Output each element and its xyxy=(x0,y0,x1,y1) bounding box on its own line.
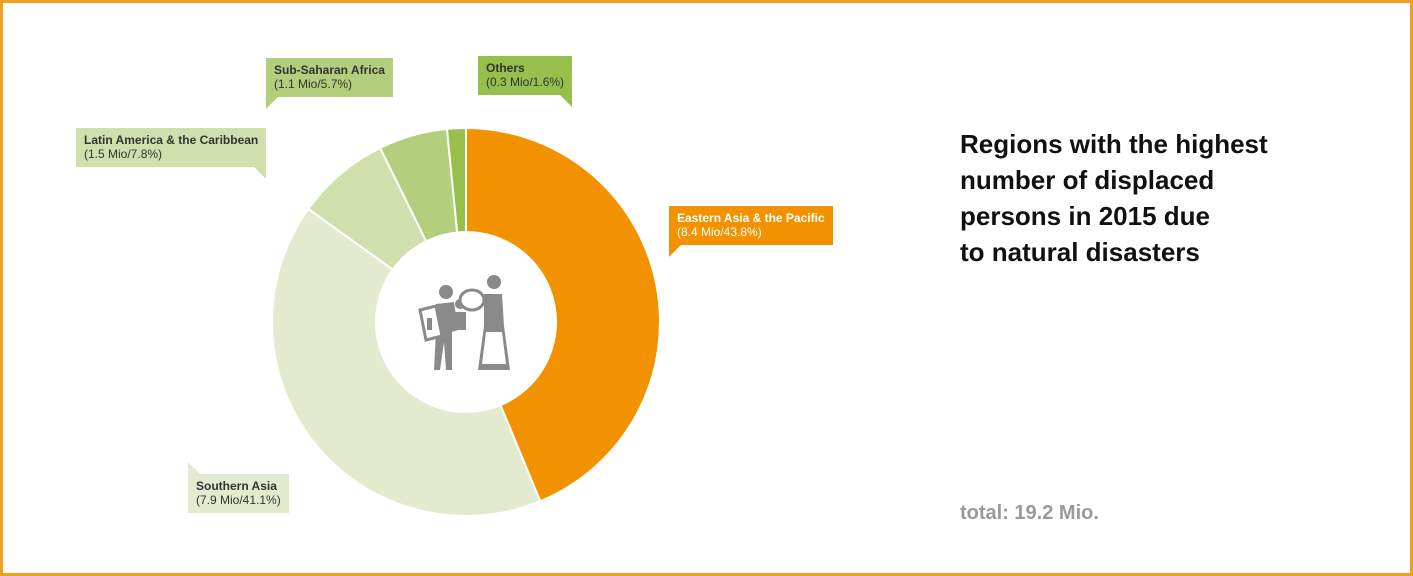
slice-value-label: (0.3 Mio/1.6%) xyxy=(486,75,565,89)
slice-label: Southern Asia xyxy=(196,479,277,493)
displaced-persons-icon xyxy=(406,270,526,380)
donut-slice xyxy=(271,207,542,517)
callout-eastern-asia: Eastern Asia & the Pacific (8.4 Mio/43.8… xyxy=(669,206,833,257)
chart-title-line: persons in 2015 due xyxy=(960,201,1210,231)
callout-others: Others (0.3 Mio/1.6%) xyxy=(478,56,573,107)
donut-slice xyxy=(465,126,661,503)
chart-title: Regions with the highest number of displ… xyxy=(960,126,1380,270)
donut-slice xyxy=(445,126,467,234)
chart-title-line: Regions with the highest xyxy=(960,129,1268,159)
slice-label: Eastern Asia & the Pacific xyxy=(677,211,825,225)
total-label: total: 19.2 Mio. xyxy=(960,502,1099,524)
callout-latin-america: Latin America & the Caribbean (1.5 Mio/7… xyxy=(76,128,267,179)
slice-value-label: (1.5 Mio/7.8%) xyxy=(84,147,163,161)
slice-value-label: (8.4 Mio/43.8%) xyxy=(677,225,762,239)
callout-sub-saharan-africa: Sub-Saharan Africa (1.1 Mio/5.7%) xyxy=(266,58,393,109)
slice-label: Others xyxy=(486,61,525,75)
slice-value-label: (1.1 Mio/5.7%) xyxy=(274,77,353,91)
callout-southern-asia: Southern Asia (7.9 Mio/41.1%) xyxy=(188,462,289,513)
slice-value-label: (7.9 Mio/41.1%) xyxy=(196,493,281,507)
slice-label: Latin America & the Caribbean xyxy=(84,133,259,147)
chart-title-line: number of displaced xyxy=(960,165,1215,195)
chart-title-line: to natural disasters xyxy=(960,237,1200,267)
slice-label: Sub-Saharan Africa xyxy=(274,63,385,77)
